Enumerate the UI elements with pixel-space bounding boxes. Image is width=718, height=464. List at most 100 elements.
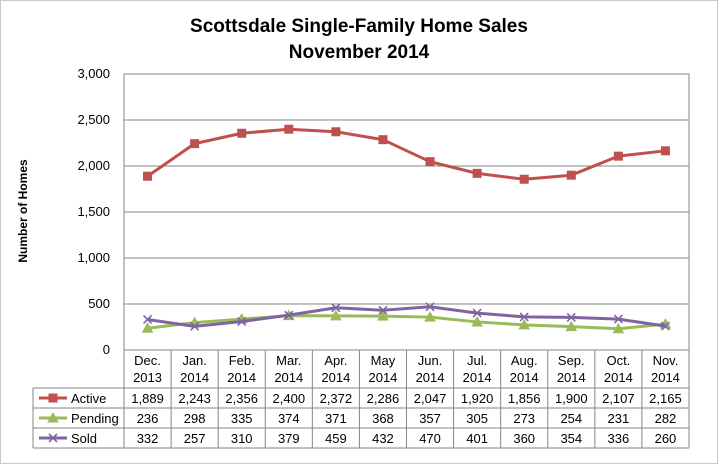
data-point-pending <box>612 322 625 334</box>
table-cell-value: 357 <box>419 411 441 426</box>
data-point-pending <box>377 310 389 321</box>
x-tick-label-month: Nov. <box>653 353 679 368</box>
table-cell-value: 332 <box>137 431 159 446</box>
table-cell-value: 360 <box>513 431 535 446</box>
table-cell-value: 231 <box>608 411 630 426</box>
table-cell-value: 2,165 <box>649 391 682 406</box>
x-tick-label-year: 2014 <box>227 370 256 385</box>
table-cell-value: 1,920 <box>461 391 494 406</box>
data-point-sold <box>378 305 388 315</box>
x-tick-label-year: 2014 <box>274 370 303 385</box>
y-tick-label: 2,500 <box>77 112 110 127</box>
data-point-sold <box>190 321 200 331</box>
x-tick-label-month: Aug. <box>511 353 538 368</box>
data-point-active <box>566 170 576 180</box>
x-tick-label-month: Sep. <box>558 353 585 368</box>
table-cell-value: 310 <box>231 431 253 446</box>
data-point-pending <box>518 318 531 330</box>
x-tick-label-year: 2014 <box>321 370 350 385</box>
series-line-sold <box>147 305 666 328</box>
table-cell-value: 273 <box>513 411 535 426</box>
table-cell-value: 335 <box>231 411 253 426</box>
legend-key-marker <box>48 393 58 403</box>
table-cell-value: 401 <box>466 431 488 446</box>
data-point-sold <box>660 321 671 331</box>
data-point-active <box>190 139 200 149</box>
table-cell-value: 254 <box>560 411 582 426</box>
x-tick-label-year: 2014 <box>368 370 397 385</box>
table-cell-value: 368 <box>372 411 394 426</box>
data-point-active <box>143 171 153 181</box>
table-cell-value: 470 <box>419 431 441 446</box>
data-point-active <box>237 128 247 138</box>
table-cell-value: 2,243 <box>178 391 211 406</box>
data-point-active <box>425 157 435 167</box>
table-cell-value: 2,107 <box>602 391 635 406</box>
data-point-sold <box>472 308 482 318</box>
legend-label: Active <box>71 391 106 406</box>
table-cell-value: 374 <box>278 411 300 426</box>
y-tick-label: 1,500 <box>77 204 110 219</box>
x-tick-label-year: 2014 <box>651 370 680 385</box>
y-tick-label: 1,000 <box>77 250 110 265</box>
table-cell-value: 257 <box>184 431 206 446</box>
x-tick-label-month: Jun. <box>418 353 443 368</box>
chart-subtitle: November 2014 <box>289 42 430 63</box>
data-point-pending <box>471 315 483 327</box>
data-point-sold <box>284 310 294 320</box>
y-tick-label: 2,000 <box>77 158 110 173</box>
table-cell-value: 282 <box>655 411 677 426</box>
y-tick-label: 500 <box>88 296 110 311</box>
table-cell-value: 260 <box>655 431 677 446</box>
x-tick-label-year: 2014 <box>416 370 445 385</box>
legend-key-marker <box>48 433 58 443</box>
x-tick-label-month: Oct. <box>606 353 630 368</box>
x-tick-label-month: Dec. <box>134 353 161 368</box>
table-cell-value: 2,400 <box>273 391 306 406</box>
data-point-active <box>613 151 623 161</box>
data-point-pending <box>424 311 436 322</box>
table-cell-value: 371 <box>325 411 347 426</box>
x-tick-label-year: 2014 <box>557 370 586 385</box>
data-point-sold <box>566 312 576 322</box>
table-cell-value: 236 <box>137 411 159 426</box>
legend-label: Pending <box>71 411 119 426</box>
y-tick-label: 0 <box>103 342 110 357</box>
x-tick-label-month: Jul. <box>467 353 487 368</box>
table-cell-value: 2,356 <box>225 391 258 406</box>
data-point-pending <box>141 322 154 333</box>
data-point-pending <box>565 320 578 332</box>
data-point-active <box>378 135 388 145</box>
table-cell-value: 1,900 <box>555 391 588 406</box>
chart-title: Scottsdale Single-Family Home Sales <box>190 16 528 37</box>
x-tick-label-month: May <box>371 353 396 368</box>
x-tick-label-year: 2014 <box>510 370 539 385</box>
table-cell-value: 432 <box>372 431 394 446</box>
series-line-active <box>146 127 666 181</box>
data-point-pending <box>330 309 342 321</box>
series-line-pending <box>147 314 666 331</box>
table-cell-value: 2,286 <box>367 391 400 406</box>
data-point-active <box>472 168 482 178</box>
data-point-sold <box>331 303 341 313</box>
legend-label: Sold <box>71 431 97 446</box>
table-cell-value: 1,856 <box>508 391 541 406</box>
x-tick-label-year: 2014 <box>604 370 633 385</box>
table-cell-value: 459 <box>325 431 347 446</box>
data-point-active <box>660 146 670 156</box>
y-axis-label: Number of Homes <box>16 159 30 263</box>
table-cell-value: 2,047 <box>414 391 447 406</box>
x-tick-label-month: Jan. <box>182 353 207 368</box>
y-tick-label: 3,000 <box>77 66 110 81</box>
data-point-sold <box>237 316 247 327</box>
data-point-sold <box>142 314 153 325</box>
table-cell-value: 1,889 <box>131 391 164 406</box>
data-point-active <box>519 174 529 184</box>
data-point-sold <box>519 312 529 322</box>
x-tick-label-year: 2014 <box>463 370 492 385</box>
data-point-sold <box>613 314 623 324</box>
x-tick-label-year: 2013 <box>133 370 162 385</box>
table-cell-value: 336 <box>608 431 630 446</box>
